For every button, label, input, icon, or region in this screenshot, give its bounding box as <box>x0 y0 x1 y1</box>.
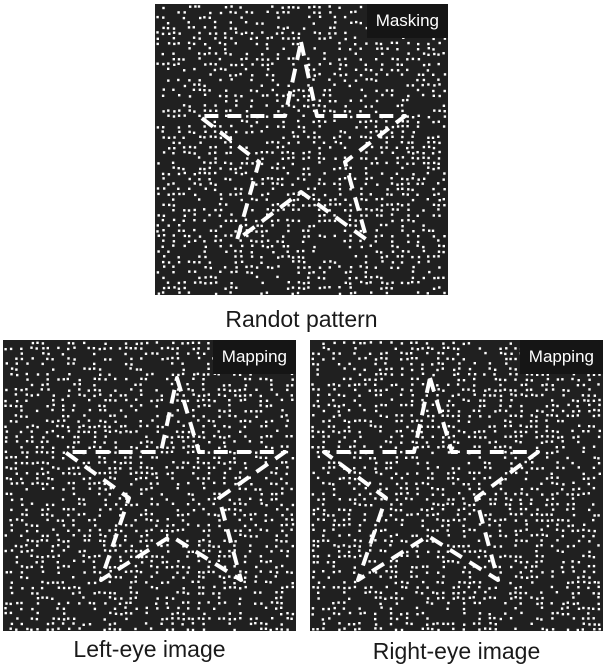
randot-pattern-caption: Randot pattern <box>225 306 378 332</box>
random-dots <box>4 341 295 631</box>
star-outline <box>63 376 287 582</box>
randot-pattern-panel: Masking <box>155 4 448 295</box>
random-dots <box>156 5 447 295</box>
right-mapping-label: Mapping <box>519 340 603 374</box>
star-outline <box>197 40 407 242</box>
dot-field <box>4 341 295 631</box>
random-dots <box>311 341 601 631</box>
right-eye-panel: Mapping <box>310 340 603 631</box>
left-mapping-label: Mapping <box>212 340 296 374</box>
left-eye-caption: Left-eye image <box>73 636 226 662</box>
left-eye-panel: Mapping <box>3 340 296 631</box>
masking-label: Masking <box>366 4 448 38</box>
dot-field <box>311 341 601 631</box>
right-eye-caption: Right-eye image <box>372 638 541 664</box>
dot-field <box>156 5 447 295</box>
